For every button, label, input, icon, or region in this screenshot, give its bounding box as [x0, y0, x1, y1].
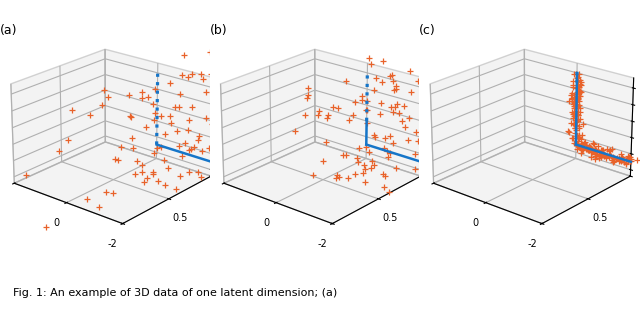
Text: Fig. 1: An example of 3D data of one latent dimension; (a): Fig. 1: An example of 3D data of one lat… [13, 288, 337, 298]
Text: (c): (c) [419, 24, 436, 37]
Text: (b): (b) [210, 24, 227, 37]
Text: (a): (a) [0, 24, 17, 37]
